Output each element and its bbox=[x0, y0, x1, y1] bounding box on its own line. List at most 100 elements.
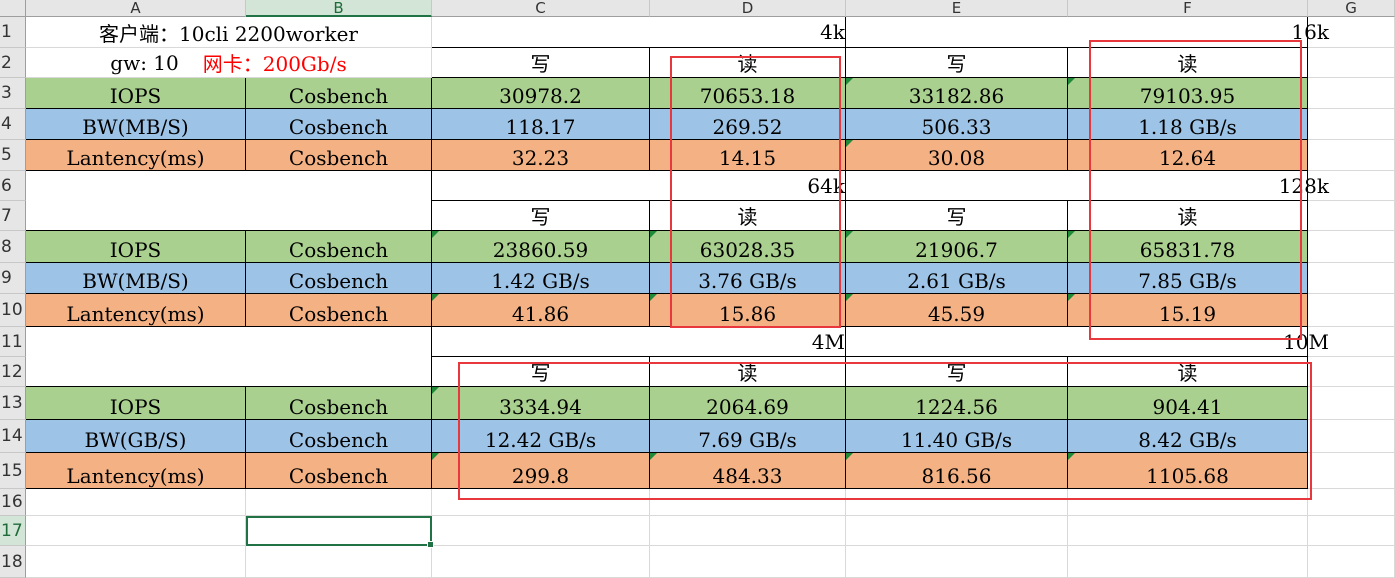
value-cell[interactable]: 484.33 bbox=[650, 453, 846, 489]
row-header-17[interactable]: 17 bbox=[0, 516, 26, 546]
row-header-5[interactable]: 5 bbox=[0, 140, 26, 171]
value-cell[interactable]: 3334.94 bbox=[432, 387, 650, 420]
metric-label-bw[interactable]: BW(MB/S) bbox=[26, 109, 246, 140]
column-header-c[interactable]: C bbox=[432, 0, 650, 17]
column-header-b[interactable]: B bbox=[246, 0, 432, 17]
op-header-write[interactable]: 写 bbox=[432, 48, 650, 78]
client-info-cell[interactable]: 客户端：10cli 2200worker bbox=[26, 17, 432, 48]
row-header-1[interactable]: 1 bbox=[0, 17, 26, 48]
value-cell[interactable]: 7.69 GB/s bbox=[650, 420, 846, 453]
size-header-4m[interactable]: 4M bbox=[432, 327, 846, 357]
metric-label-bw[interactable]: BW(MB/S) bbox=[26, 263, 246, 294]
grid-cell[interactable] bbox=[1308, 453, 1395, 489]
value-cell[interactable]: 7.85 GB/s bbox=[1068, 263, 1308, 294]
value-cell[interactable]: 2064.69 bbox=[650, 387, 846, 420]
value-cell[interactable]: 14.15 bbox=[650, 140, 846, 171]
row-header-10[interactable]: 10 bbox=[0, 294, 26, 327]
grid-cell[interactable] bbox=[1308, 546, 1395, 578]
row-header-14[interactable]: 14 bbox=[0, 420, 26, 453]
row-header-13[interactable]: 13 bbox=[0, 387, 26, 420]
grid-cell[interactable] bbox=[1308, 357, 1395, 387]
value-cell[interactable]: 1224.56 bbox=[846, 387, 1068, 420]
value-cell[interactable]: 33182.86 bbox=[846, 78, 1068, 109]
value-cell[interactable]: 30978.2 bbox=[432, 78, 650, 109]
section-1-blank[interactable] bbox=[26, 171, 432, 231]
value-cell[interactable]: 12.42 GB/s bbox=[432, 420, 650, 453]
metric-label-latency[interactable]: Lantency(ms) bbox=[26, 140, 246, 171]
grid-cell[interactable] bbox=[26, 546, 246, 578]
size-header-4k[interactable]: 4k bbox=[432, 17, 846, 48]
grid-cell[interactable] bbox=[1308, 294, 1395, 327]
grid-cell[interactable] bbox=[432, 516, 650, 546]
grid-cell[interactable] bbox=[26, 516, 246, 546]
section-2-blank[interactable] bbox=[26, 327, 432, 387]
grid-cell[interactable] bbox=[846, 516, 1068, 546]
row-header-7[interactable]: 7 bbox=[0, 201, 26, 231]
value-cell[interactable]: 506.33 bbox=[846, 109, 1068, 140]
grid-cell[interactable] bbox=[1308, 231, 1395, 263]
value-cell[interactable]: 299.8 bbox=[432, 453, 650, 489]
select-all-corner[interactable] bbox=[0, 0, 26, 17]
tool-label[interactable]: Cosbench bbox=[246, 387, 432, 420]
value-cell[interactable]: 118.17 bbox=[432, 109, 650, 140]
grid-cell[interactable] bbox=[26, 489, 246, 516]
row-header-3[interactable]: 3 bbox=[0, 78, 26, 109]
value-cell[interactable]: 904.41 bbox=[1068, 387, 1308, 420]
size-header-16k[interactable]: 16k bbox=[846, 17, 1329, 48]
grid-cell[interactable] bbox=[1308, 387, 1395, 420]
metric-label-iops[interactable]: IOPS bbox=[26, 78, 246, 109]
op-header-write[interactable]: 写 bbox=[432, 357, 650, 387]
gw-nic-cell[interactable]: gw: 10 网卡：200Gb/s bbox=[26, 48, 432, 78]
grid-cell[interactable] bbox=[1308, 420, 1395, 453]
size-header-64k[interactable]: 64k bbox=[432, 171, 846, 201]
value-cell[interactable]: 1.42 GB/s bbox=[432, 263, 650, 294]
metric-label-iops[interactable]: IOPS bbox=[26, 387, 246, 420]
op-header-read[interactable]: 读 bbox=[1068, 201, 1308, 231]
grid-cell[interactable] bbox=[1308, 78, 1395, 109]
op-header-read[interactable]: 读 bbox=[650, 201, 846, 231]
metric-label-bw[interactable]: BW(GB/S) bbox=[26, 420, 246, 453]
grid-cell[interactable] bbox=[1308, 263, 1395, 294]
value-cell[interactable]: 45.59 bbox=[846, 294, 1068, 327]
row-header-9[interactable]: 9 bbox=[0, 263, 26, 294]
grid-cell[interactable] bbox=[432, 489, 650, 516]
value-cell[interactable]: 15.19 bbox=[1068, 294, 1308, 327]
value-cell[interactable]: 1105.68 bbox=[1068, 453, 1308, 489]
column-header-f[interactable]: F bbox=[1068, 0, 1308, 17]
tool-label[interactable]: Cosbench bbox=[246, 231, 432, 263]
grid-cell[interactable] bbox=[432, 546, 650, 578]
grid-cell[interactable] bbox=[1068, 489, 1308, 516]
row-header-18[interactable]: 18 bbox=[0, 546, 26, 578]
value-cell[interactable]: 65831.78 bbox=[1068, 231, 1308, 263]
metric-label-latency[interactable]: Lantency(ms) bbox=[26, 453, 246, 489]
op-header-read[interactable]: 读 bbox=[1068, 48, 1308, 78]
grid-cell[interactable] bbox=[1308, 109, 1395, 140]
value-cell[interactable]: 79103.95 bbox=[1068, 78, 1308, 109]
size-header-128k[interactable]: 128k bbox=[846, 171, 1329, 201]
row-header-16[interactable]: 16 bbox=[0, 489, 26, 516]
op-header-write[interactable]: 写 bbox=[846, 201, 1068, 231]
row-header-15[interactable]: 15 bbox=[0, 453, 26, 489]
grid-cell[interactable] bbox=[1308, 201, 1395, 231]
value-cell[interactable]: 70653.18 bbox=[650, 78, 846, 109]
value-cell[interactable]: 2.61 GB/s bbox=[846, 263, 1068, 294]
value-cell[interactable]: 8.42 GB/s bbox=[1068, 420, 1308, 453]
metric-label-latency[interactable]: Lantency(ms) bbox=[26, 294, 246, 327]
value-cell[interactable]: 11.40 GB/s bbox=[846, 420, 1068, 453]
grid-cell[interactable] bbox=[1308, 140, 1395, 171]
row-header-12[interactable]: 12 bbox=[0, 357, 26, 387]
row-header-4[interactable]: 4 bbox=[0, 109, 26, 140]
op-header-write[interactable]: 写 bbox=[846, 357, 1068, 387]
size-header-10m[interactable]: 10M bbox=[846, 327, 1329, 357]
value-cell[interactable]: 23860.59 bbox=[432, 231, 650, 263]
grid-cell[interactable] bbox=[1308, 489, 1395, 516]
row-header-8[interactable]: 8 bbox=[0, 231, 26, 263]
op-header-read[interactable]: 读 bbox=[650, 357, 846, 387]
value-cell[interactable]: 816.56 bbox=[846, 453, 1068, 489]
row-header-6[interactable]: 6 bbox=[0, 171, 26, 201]
value-cell[interactable]: 3.76 GB/s bbox=[650, 263, 846, 294]
value-cell[interactable]: 15.86 bbox=[650, 294, 846, 327]
value-cell[interactable]: 32.23 bbox=[432, 140, 650, 171]
value-cell[interactable]: 269.52 bbox=[650, 109, 846, 140]
